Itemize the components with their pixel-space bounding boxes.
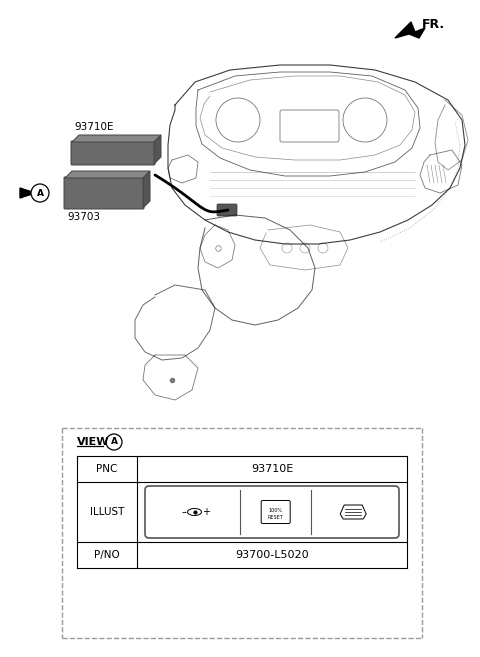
Polygon shape bbox=[20, 188, 35, 198]
Text: 93703: 93703 bbox=[67, 212, 100, 222]
FancyBboxPatch shape bbox=[261, 501, 290, 524]
Text: A: A bbox=[110, 438, 118, 447]
Polygon shape bbox=[154, 135, 161, 164]
FancyBboxPatch shape bbox=[64, 177, 144, 209]
Text: 93710E: 93710E bbox=[251, 464, 293, 474]
Text: +: + bbox=[203, 507, 211, 517]
FancyBboxPatch shape bbox=[217, 204, 237, 216]
Polygon shape bbox=[395, 22, 425, 38]
Text: PNC: PNC bbox=[96, 464, 118, 474]
Text: 100%
RESET: 100% RESET bbox=[268, 509, 284, 520]
Text: A: A bbox=[36, 189, 44, 198]
Text: FR.: FR. bbox=[422, 18, 445, 31]
Text: VIEW: VIEW bbox=[77, 437, 109, 447]
FancyBboxPatch shape bbox=[280, 110, 339, 142]
Polygon shape bbox=[72, 135, 161, 142]
Text: P/NO: P/NO bbox=[94, 550, 120, 560]
Text: 93700-L5020: 93700-L5020 bbox=[235, 550, 309, 560]
Circle shape bbox=[106, 434, 122, 450]
FancyBboxPatch shape bbox=[145, 486, 399, 538]
Circle shape bbox=[31, 184, 49, 202]
Polygon shape bbox=[65, 171, 150, 178]
FancyBboxPatch shape bbox=[71, 141, 155, 165]
Polygon shape bbox=[143, 171, 150, 208]
Text: 93710E: 93710E bbox=[74, 122, 113, 132]
Text: –: – bbox=[181, 507, 186, 517]
Text: ILLUST: ILLUST bbox=[90, 507, 124, 517]
